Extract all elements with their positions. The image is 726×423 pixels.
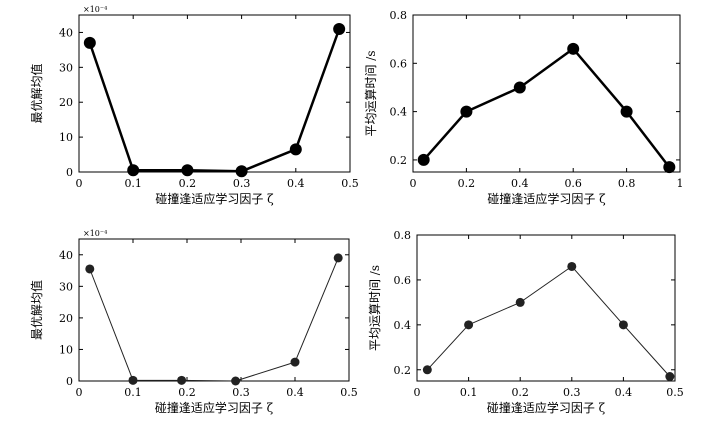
y-axis-label: 最优解均值: [29, 63, 44, 123]
x-axis-label: 碰撞逢适应学习因子 ζ: [487, 400, 606, 415]
data-point: [464, 320, 474, 330]
data-point: [235, 165, 248, 178]
y-tick-label: 30: [59, 280, 73, 293]
y-axis-exponent: ×10⁻⁴: [83, 229, 107, 238]
chart-panel-top-left: 0 0.1 0.2 0.3 0.4 0.5 0 10 20 30 40 碰撞逢适应学习因子 ζ 最优解均…: [29, 5, 359, 206]
y-axis-label: 平均运算时间 /s: [367, 265, 382, 351]
x-tick-label: 0.3: [563, 386, 581, 399]
x-tick-label: 0.1: [124, 177, 142, 190]
data-point: [333, 22, 346, 35]
plot-frame: [412, 14, 681, 173]
x-tick-label: 0.4: [287, 177, 305, 190]
data-point: [665, 372, 675, 382]
data-point: [289, 143, 302, 156]
data-point: [85, 264, 95, 274]
x-tick-label: 0.2: [511, 386, 529, 399]
series-line: [89, 257, 339, 382]
series-line: [88, 28, 341, 173]
x-tick-label: 0.4: [615, 386, 633, 399]
y-tick-label: 10: [59, 343, 73, 356]
y-tick-label: 0.6: [394, 274, 412, 287]
y-tick-label: 20: [59, 312, 73, 325]
y-tick-label: 0.4: [390, 106, 408, 119]
series-line: [426, 265, 671, 377]
x-tick-label: 0.2: [458, 177, 476, 190]
x-tick-label: 0.8: [618, 177, 636, 190]
x-tick-label: 0: [410, 177, 417, 190]
x-tick-label: 0.2: [179, 177, 197, 190]
x-tick-label: 1: [677, 177, 684, 190]
y-tick-label: 0.4: [394, 319, 412, 332]
data-point: [513, 81, 526, 94]
data-point: [618, 320, 628, 330]
y-tick-label: 10: [59, 131, 73, 144]
x-tick-label: 0.6: [564, 177, 582, 190]
plot-frame: [78, 14, 351, 173]
y-axis-exponent: ×10⁻⁴: [83, 5, 107, 14]
data-point: [460, 105, 473, 118]
data-point: [83, 36, 96, 49]
data-point: [422, 365, 432, 375]
chart-panel-bottom-left: 0 0.1 0.2 0.3 0.4 0.5 0 10 20 30 40 碰撞逢适应学习因子 ζ 最优解均…: [29, 229, 358, 415]
y-axis-label: 平均运算时间 /s: [363, 50, 378, 136]
x-axis-label: 碰撞逢适应学习因子 ζ: [155, 400, 274, 415]
x-axis-label: 碰撞逢适应学习因子 ζ: [155, 191, 274, 206]
x-tick-label: 0.5: [666, 386, 684, 399]
data-point: [181, 164, 194, 177]
y-tick-label: 40: [59, 26, 73, 39]
x-tick-label: 0.4: [511, 177, 529, 190]
y-tick-label: 0.2: [394, 364, 412, 377]
data-point: [128, 375, 138, 385]
y-tick-label: 0: [66, 375, 73, 388]
x-tick-label: 0.2: [178, 386, 196, 399]
x-tick-label: 0: [76, 177, 83, 190]
x-tick-label: 0.3: [233, 177, 251, 190]
x-axis-label: 碰撞逢适应学习因子 ζ: [487, 191, 606, 206]
data-point: [231, 376, 241, 386]
y-tick-label: 0.8: [394, 229, 412, 242]
data-point: [127, 164, 140, 177]
y-tick-label: 0.2: [390, 154, 408, 167]
data-point: [663, 161, 676, 174]
y-tick-label: 30: [59, 61, 73, 74]
plot-frame: [416, 234, 676, 382]
x-tick-label: 0.5: [341, 177, 359, 190]
chart-panel-bottom-right: 0 0.1 0.2 0.3 0.4 0.5 0.2 0.4 0.6 0.8 碰撞逢适应学习因子 ζ 平…: [367, 229, 684, 415]
data-point: [620, 105, 633, 118]
data-point: [333, 253, 343, 263]
data-point: [177, 375, 187, 385]
y-tick-label: 40: [59, 249, 73, 262]
x-tick-label: 0.4: [286, 386, 304, 399]
data-point: [567, 261, 577, 271]
x-tick-label: 0.5: [340, 386, 358, 399]
data-point: [567, 42, 580, 55]
plot-frame: [78, 238, 350, 382]
data-point: [417, 153, 430, 166]
data-point: [290, 357, 300, 367]
x-tick-label: 0: [414, 386, 421, 399]
x-tick-label: 0.1: [124, 386, 142, 399]
y-tick-label: 0.6: [390, 57, 408, 70]
x-tick-label: 0: [76, 386, 83, 399]
x-tick-label: 0.3: [232, 386, 250, 399]
y-tick-label: 0: [66, 166, 73, 179]
x-tick-label: 0.1: [460, 386, 478, 399]
y-tick-label: 20: [59, 96, 73, 109]
y-axis-label: 最优解均值: [29, 280, 44, 340]
series-line: [422, 47, 671, 168]
data-point: [515, 297, 525, 307]
y-tick-label: 0.8: [390, 9, 408, 22]
